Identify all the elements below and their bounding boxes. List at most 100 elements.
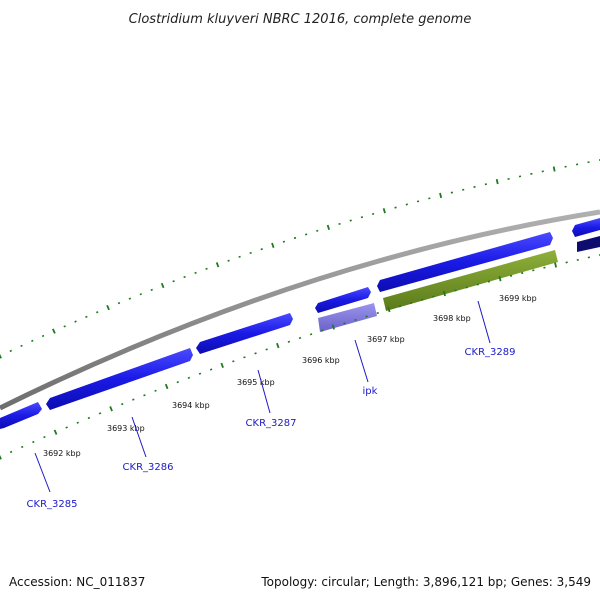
outer-major-tick (160, 282, 165, 289)
tick-label-3695: 3695 kbp (237, 378, 275, 387)
inner-minor-tick (154, 389, 157, 392)
outer-minor-tick (41, 334, 45, 338)
outer-minor-tick (293, 236, 297, 240)
outer-major-tick (52, 328, 56, 334)
inner-minor-tick (209, 368, 213, 371)
gene-feature-ckr-3288[interactable] (315, 287, 371, 313)
leader-ckr-3286 (131, 416, 147, 458)
inner-minor-tick (87, 416, 91, 420)
gene-label-ckr-3287[interactable]: CKR_3287 (246, 418, 297, 429)
outer-minor-tick (117, 301, 121, 305)
inner-minor-tick (187, 376, 191, 379)
leader-ckr-3287 (257, 369, 271, 414)
outer-major-tick (382, 208, 386, 214)
inner-minor-tick (309, 333, 313, 336)
genome-backbone (0, 209, 600, 411)
outer-major-tick (552, 166, 556, 172)
inner-minor-tick (9, 450, 13, 454)
inner-minor-tick (20, 445, 24, 449)
tick-label-3698: 3698 kbp (433, 314, 471, 323)
outer-minor-tick (85, 315, 88, 318)
gene-label-leaders (34, 300, 491, 493)
inner-minor-tick (265, 348, 268, 351)
outer-major-tick (439, 192, 443, 199)
gene-feature-ckr-3290-dark[interactable] (577, 236, 600, 252)
outer-minor-tick (63, 325, 66, 328)
inner-minor-tick (98, 412, 102, 415)
outer-major-tick (215, 262, 220, 268)
outer-major-tick (0, 353, 2, 359)
inner-major-tick (442, 290, 446, 297)
gene-label-ckr-3286[interactable]: CKR_3286 (123, 462, 174, 473)
outer-tick-ring (0, 159, 600, 359)
inner-major-tick (164, 383, 169, 390)
inner-minor-tick (32, 440, 35, 444)
gene-labels: CKR_3285 CKR_3286 CKR_3287 ipk CKR_3289 (27, 347, 516, 510)
inner-minor-tick (65, 426, 68, 429)
tick-labels: 3692 kbp 3693 kbp 3694 kbp 3695 kbp 3696… (43, 294, 537, 458)
outer-minor-tick (183, 275, 186, 279)
tick-label-3693: 3693 kbp (107, 424, 145, 433)
inner-tick-ring (0, 254, 600, 460)
inner-major-tick (276, 342, 280, 349)
outer-major-tick (271, 242, 275, 249)
outer-major-tick (495, 178, 499, 185)
outer-minor-tick (95, 311, 99, 314)
outer-minor-tick (194, 271, 197, 274)
tick-label-3696: 3696 kbp (302, 356, 340, 365)
outer-minor-tick (74, 320, 77, 323)
outer-major-tick (106, 304, 110, 311)
forward-strand-genes (0, 218, 600, 429)
genome-summary-text: Topology: circular; Length: 3,896,121 bp… (260, 575, 591, 589)
tick-label-3697: 3697 kbp (367, 335, 405, 344)
gene-label-ckr-3289[interactable]: CKR_3289 (465, 347, 516, 358)
outer-minor-tick (20, 344, 23, 348)
gene-feature-ckr-3289-pseudo[interactable] (383, 250, 558, 311)
inner-minor-tick (321, 329, 324, 332)
outer-minor-tick (282, 240, 286, 243)
outer-minor-tick (139, 293, 143, 296)
inner-minor-tick (254, 352, 257, 355)
inner-minor-tick (232, 360, 235, 363)
inner-minor-tick (198, 372, 202, 375)
outer-minor-tick (260, 248, 263, 251)
gene-label-ipk[interactable]: ipk (363, 386, 378, 397)
gene-feature-ckr-3286[interactable] (46, 348, 193, 410)
leader-ckr-3285 (34, 452, 51, 493)
tick-label-3692: 3692 kbp (43, 449, 81, 458)
inner-minor-tick (132, 398, 135, 401)
inner-major-tick (53, 429, 58, 435)
gene-label-ckr-3285[interactable]: CKR_3285 (27, 499, 78, 510)
outer-minor-tick (249, 251, 252, 255)
inner-minor-tick (76, 421, 80, 424)
inner-minor-tick (43, 435, 46, 439)
leader-ipk (354, 339, 369, 383)
inner-major-tick (387, 307, 391, 313)
inner-minor-tick (287, 340, 291, 343)
gene-feature-ckr-3285[interactable] (0, 402, 42, 429)
inner-major-tick (554, 262, 558, 268)
tick-label-3699: 3699 kbp (499, 294, 537, 303)
outer-minor-tick (150, 288, 153, 291)
map-title: Clostridium kluyveri NBRC 12016, complet… (129, 12, 472, 27)
inner-major-tick (498, 276, 502, 282)
inner-minor-tick (120, 403, 124, 406)
accession-text: Accession: NC_011837 (9, 575, 145, 589)
gene-feature-ckr-3290[interactable] (572, 218, 600, 237)
inner-minor-tick (176, 381, 180, 384)
outer-minor-tick (205, 267, 208, 270)
outer-minor-tick (31, 339, 34, 343)
outer-major-tick (326, 224, 330, 231)
inner-major-tick (220, 362, 224, 369)
inner-major-tick (0, 454, 2, 460)
outer-minor-tick (227, 259, 230, 262)
inner-minor-tick (143, 394, 146, 397)
gene-feature-ckr-3287[interactable] (196, 313, 293, 354)
gene-feature-ckr-3289[interactable] (377, 232, 553, 292)
tick-label-3694: 3694 kbp (172, 401, 210, 410)
outer-minor-tick (238, 255, 241, 258)
outer-minor-tick (172, 280, 175, 283)
outer-minor-tick (9, 349, 12, 353)
inner-minor-tick (243, 356, 246, 359)
